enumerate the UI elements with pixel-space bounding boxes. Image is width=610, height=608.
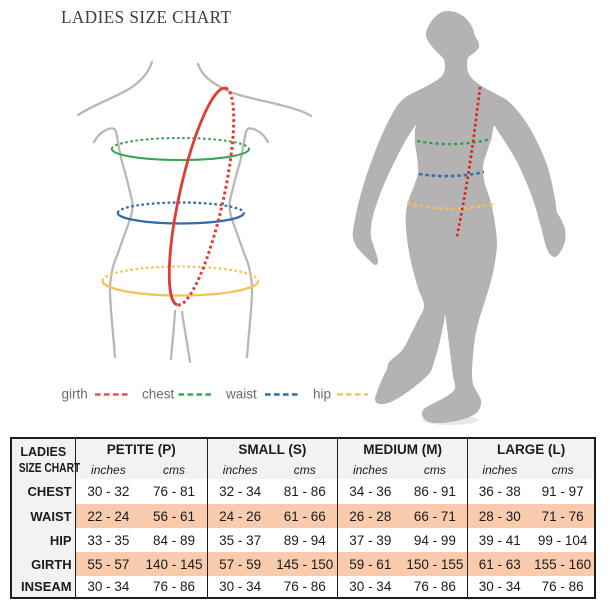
svg-text:waist: waist — [225, 387, 257, 402]
svg-text:girth: girth — [62, 387, 88, 402]
svg-text:hip: hip — [313, 387, 331, 402]
svg-text:chest: chest — [142, 387, 175, 402]
